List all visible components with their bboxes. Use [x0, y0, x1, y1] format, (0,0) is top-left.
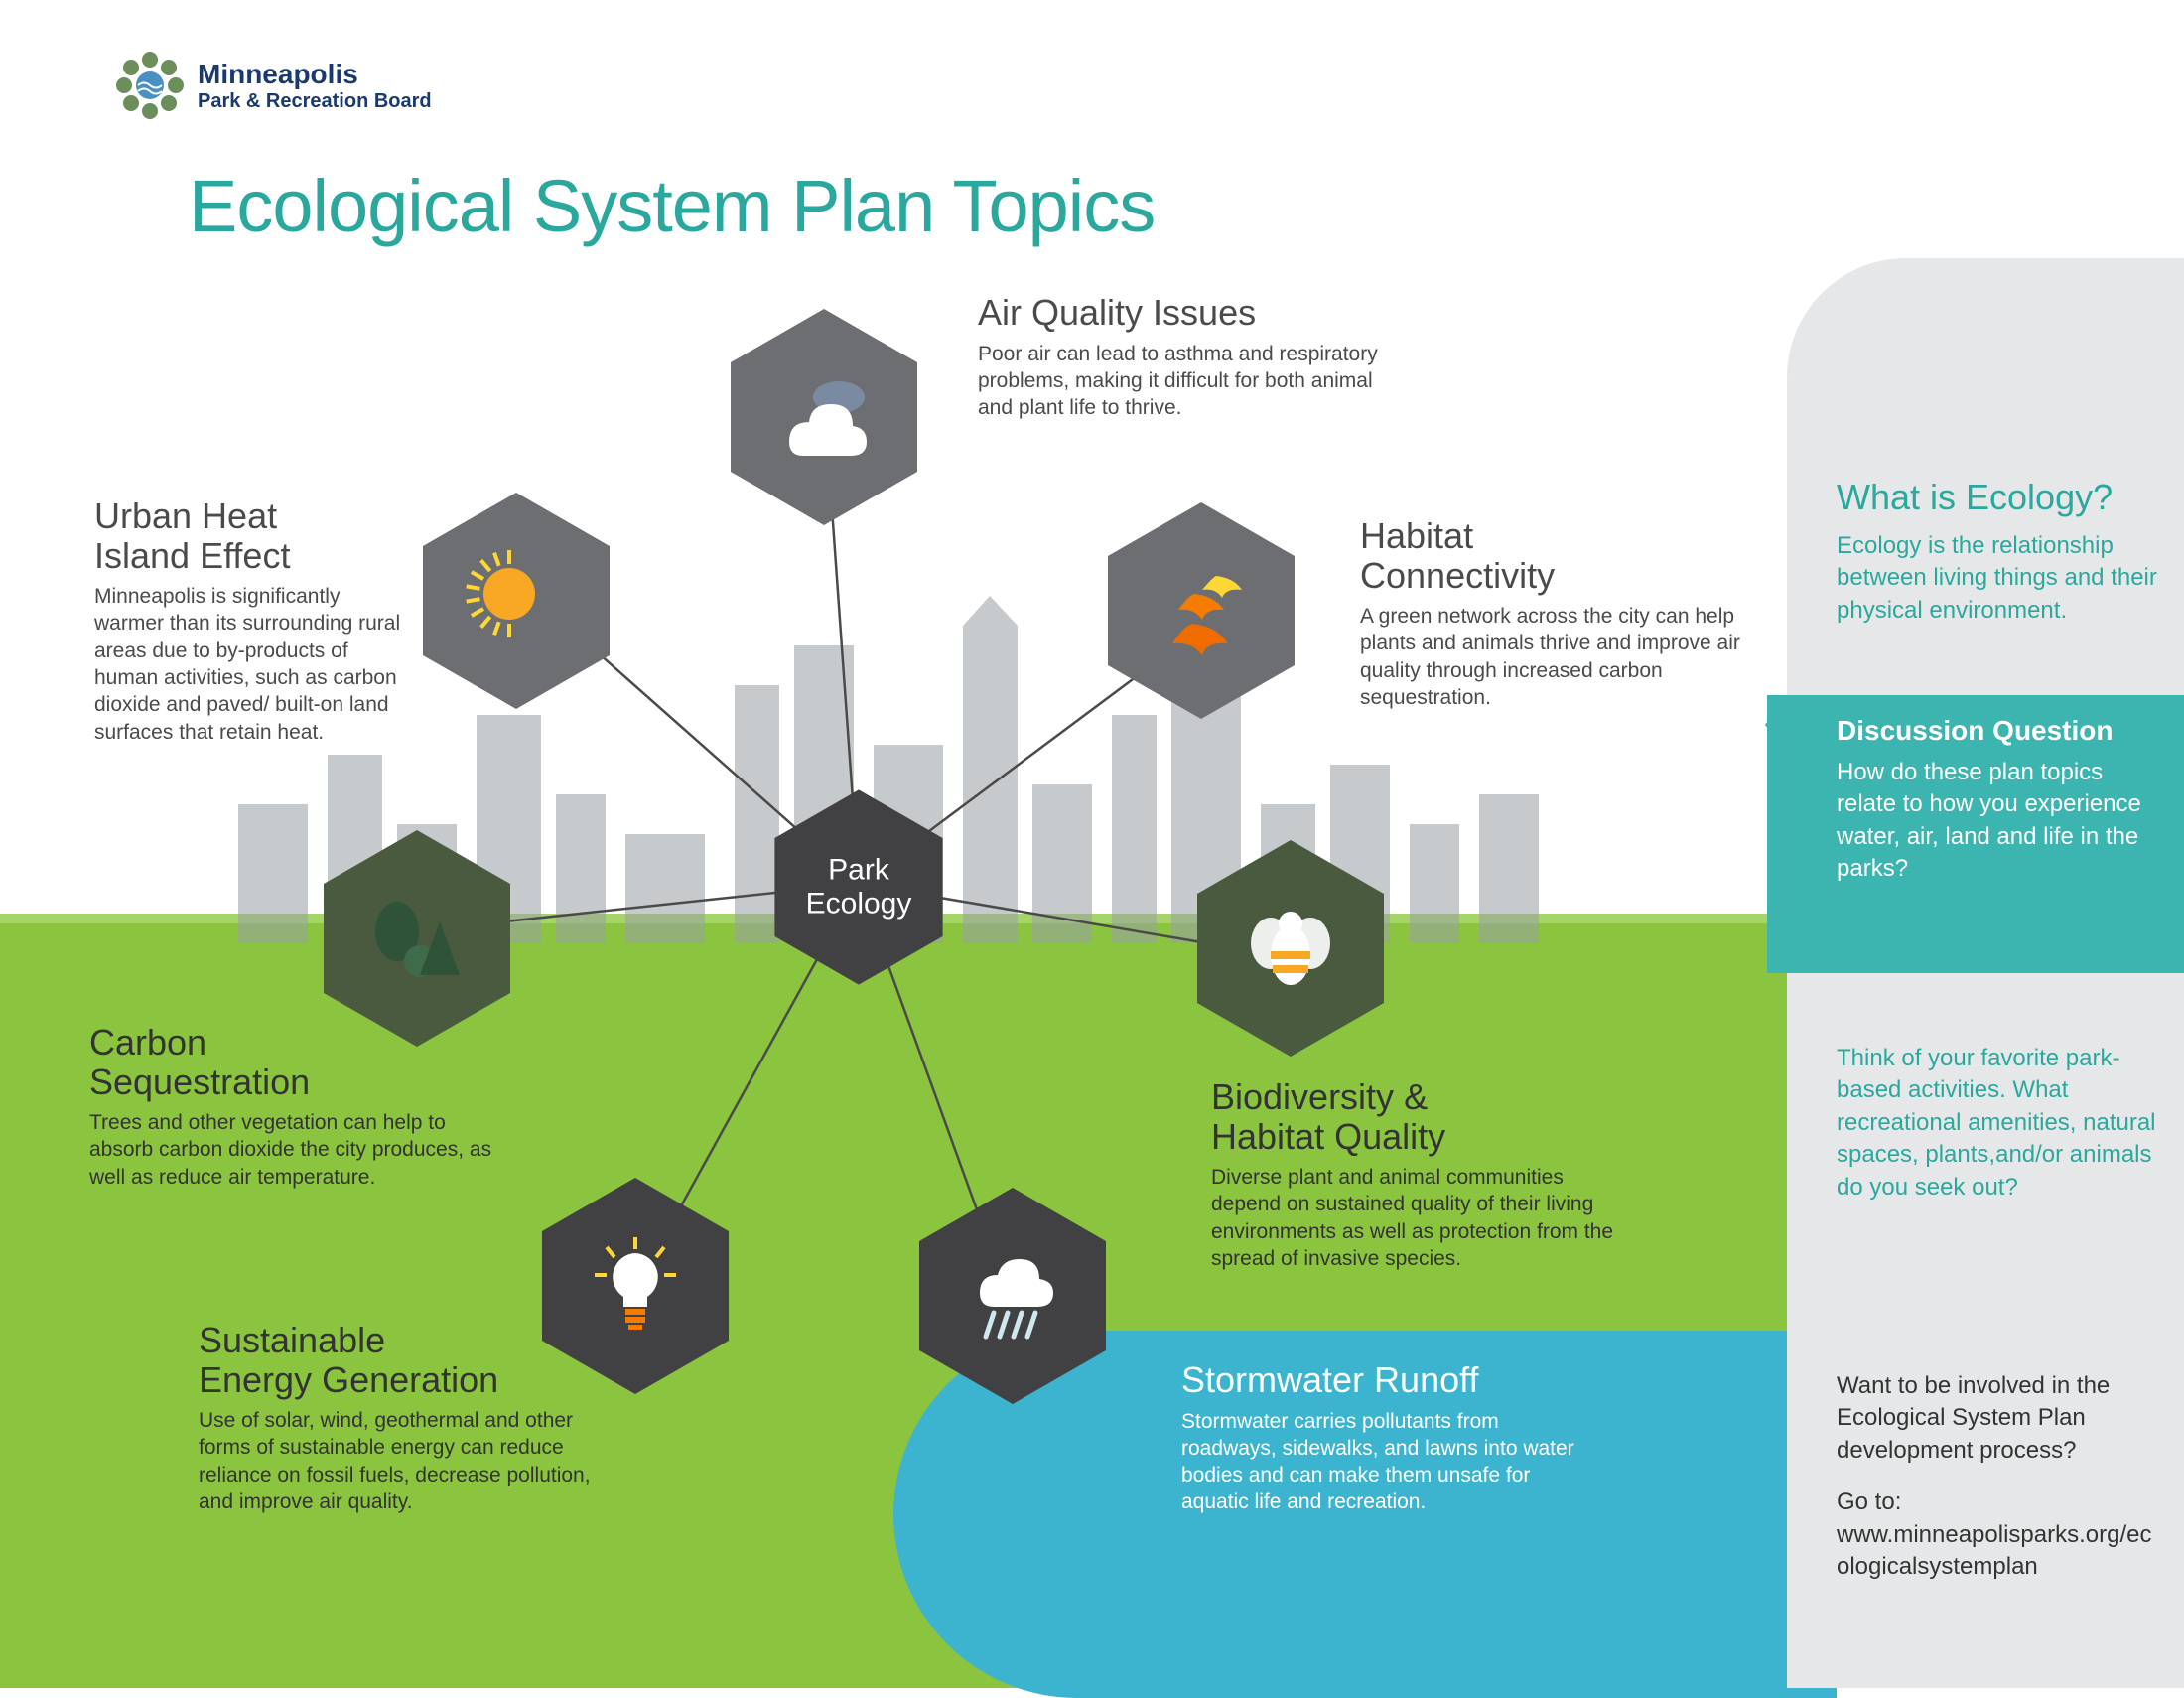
sidebar-what-is-ecology: What is Ecology? Ecology is the relation…: [1807, 477, 2184, 627]
hex-air-quality: [725, 303, 923, 531]
sidebar-cta: Want to be involved in the Ecological Sy…: [1807, 1370, 2184, 1583]
topic-title: Air Quality Issues: [978, 293, 1395, 333]
topic-title: SustainableEnergy Generation: [199, 1321, 596, 1399]
topic-title: CarbonSequestration: [89, 1023, 506, 1101]
sidebar-prompt: Think of your favorite park-based activi…: [1807, 1043, 2184, 1203]
org-logo: Minneapolis Park & Recreation Board: [114, 50, 432, 121]
hex-habitat-connectivity: [1102, 496, 1300, 725]
topic-title: HabitatConnectivity: [1360, 516, 1747, 595]
bee-icon: [1236, 894, 1345, 1003]
sidebar-goto-label: Go to:: [1837, 1486, 2159, 1518]
logo-flower-icon: [114, 50, 186, 121]
topic-habitat-text: HabitatConnectivity A green network acro…: [1360, 516, 1747, 711]
sidebar-heading: Discussion Question: [1837, 715, 2159, 747]
topic-energy-text: SustainableEnergy Generation Use of sola…: [199, 1321, 596, 1515]
topic-title: Stormwater Runoff: [1181, 1360, 1578, 1400]
cloud-icon: [769, 362, 879, 472]
lightbulb-icon: [581, 1231, 690, 1341]
hex-stormwater: [913, 1182, 1112, 1410]
topic-air-quality-text: Air Quality Issues Poor air can lead to …: [978, 293, 1395, 421]
topic-body: Minneapolis is significantly warmer than…: [94, 583, 402, 746]
topic-body: Trees and other vegetation can help to a…: [89, 1109, 506, 1191]
hex-urban-heat: [417, 487, 615, 715]
sidebar-url[interactable]: www.minneapolisparks.org/ecologicalsyste…: [1837, 1519, 2159, 1584]
topic-body: Poor air can lead to asthma and respirat…: [978, 341, 1395, 422]
topic-title: Urban HeatIsland Effect: [94, 496, 402, 575]
topic-urban-heat-text: Urban HeatIsland Effect Minneapolis is s…: [94, 496, 402, 746]
sidebar-paragraph: Ecology is the relationship between livi…: [1837, 530, 2159, 627]
topic-body: Diverse plant and animal communities dep…: [1211, 1164, 1628, 1272]
birds-icon: [1147, 556, 1256, 665]
org-name: Minneapolis: [198, 59, 432, 90]
center-hex-label: ParkEcology: [806, 853, 912, 921]
trees-icon: [362, 884, 472, 993]
hex-biodiversity: [1191, 834, 1390, 1062]
sidebar-heading: What is Ecology?: [1837, 477, 2159, 518]
sidebar-paragraph: How do these plan topics relate to how y…: [1837, 757, 2159, 886]
topic-stormwater-text: Stormwater Runoff Stormwater carries pol…: [1181, 1360, 1578, 1516]
topic-body: A green network across the city can help…: [1360, 603, 1747, 711]
sidebar-paragraph: Want to be involved in the Ecological Sy…: [1837, 1370, 2159, 1467]
topic-carbon-text: CarbonSequestration Trees and other vege…: [89, 1023, 506, 1191]
topic-biodiversity-text: Biodiversity &Habitat Quality Diverse pl…: [1211, 1077, 1628, 1272]
rain-cloud-icon: [958, 1241, 1067, 1350]
center-hex-park-ecology: ParkEcology: [769, 784, 948, 990]
sidebar-paragraph: Think of your favorite park-based activi…: [1837, 1043, 2159, 1203]
hex-carbon-sequestration: [318, 824, 516, 1053]
topic-body: Stormwater carries pollutants from roadw…: [1181, 1408, 1578, 1516]
org-subname: Park & Recreation Board: [198, 90, 432, 113]
topic-title: Biodiversity &Habitat Quality: [1211, 1077, 1628, 1156]
page-title: Ecological System Plan Topics: [189, 164, 1155, 248]
sidebar-discussion: Discussion Question How do these plan to…: [1807, 715, 2184, 886]
topic-body: Use of solar, wind, geothermal and other…: [199, 1407, 596, 1515]
sun-icon: [462, 546, 571, 655]
